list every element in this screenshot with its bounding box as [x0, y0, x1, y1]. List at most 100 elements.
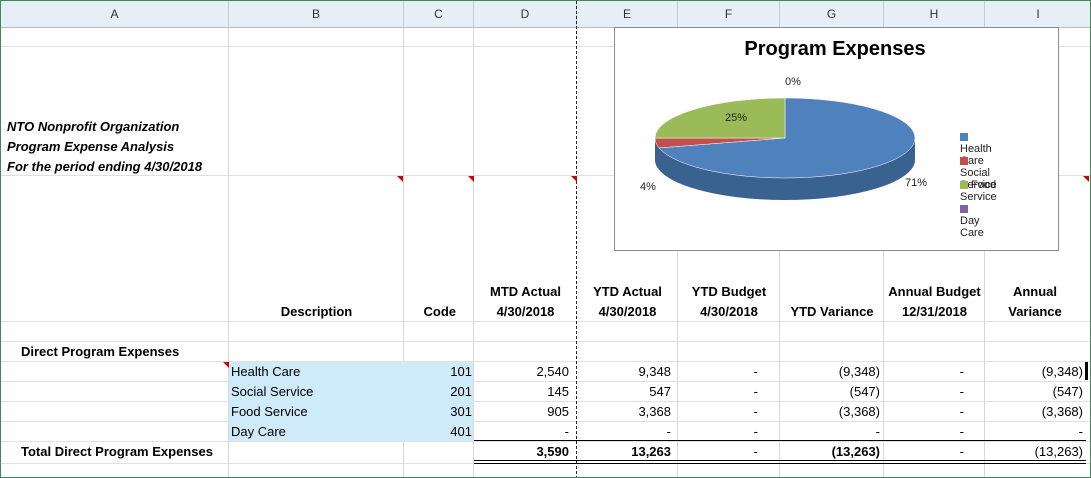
pie-slice-health-care[interactable] [658, 97, 916, 179]
row-description[interactable]: Food Service [231, 404, 308, 419]
column-header-h[interactable]: H [884, 1, 985, 27]
total-top-border [474, 440, 1086, 441]
legend-label: Day Care [960, 215, 984, 239]
gridline [1, 361, 1090, 362]
row-annual-variance[interactable]: (9,348) [1041, 364, 1083, 379]
total-double-underline [474, 463, 1086, 464]
column-header-g[interactable]: G [780, 1, 884, 27]
header-mtd-actual-date[interactable]: 4/30/2018 [496, 304, 555, 319]
gridline [883, 28, 884, 477]
row-code[interactable]: 401 [450, 424, 472, 439]
row-variance[interactable]: - [875, 424, 880, 439]
header-annual-variance-2[interactable]: Variance [1008, 304, 1062, 319]
report-title-period[interactable]: For the period ending 4/30/2018 [7, 159, 203, 174]
gridline [984, 28, 985, 477]
total-mtd[interactable]: 3,590 [536, 444, 569, 459]
header-ytd-actual[interactable]: YTD Actual [593, 284, 662, 299]
comment-indicator[interactable] [397, 176, 403, 182]
row-variance[interactable]: (547) [849, 384, 880, 399]
row-budget[interactable]: - [753, 404, 758, 419]
row-annual-budget[interactable]: - [959, 404, 964, 419]
row-description[interactable]: Day Care [231, 424, 286, 439]
row-budget[interactable]: - [753, 384, 758, 399]
row-mtd[interactable]: 905 [547, 404, 569, 419]
pie-svg: 71% 4% 25% 0% [640, 76, 927, 200]
column-header-i[interactable]: I [985, 1, 1090, 27]
section-direct-program-expenses[interactable]: Direct Program Expenses [21, 344, 180, 359]
column-header-f[interactable]: F [678, 1, 780, 27]
pie-data-label: 71% [905, 177, 927, 189]
column-header-d[interactable]: D [474, 1, 577, 27]
header-annual-variance[interactable]: Annual [1012, 284, 1058, 299]
comment-indicator[interactable] [223, 362, 229, 368]
header-ytd-variance[interactable]: YTD Variance [790, 304, 874, 319]
row-mtd[interactable]: 2,540 [536, 364, 569, 379]
header-ytd-actual-date[interactable]: 4/30/2018 [598, 304, 657, 319]
row-budget[interactable]: - [753, 424, 758, 439]
header-description[interactable]: Description [280, 304, 353, 319]
gridline [228, 28, 229, 477]
gridline [1, 46, 1090, 47]
row-annual-variance[interactable]: - [1078, 424, 1083, 439]
legend-item: Social Service [960, 155, 997, 191]
gridline [1, 341, 1090, 342]
active-cell-indicator [1085, 362, 1088, 380]
comment-indicator[interactable] [571, 176, 577, 182]
row-code[interactable]: 101 [450, 364, 472, 379]
header-annual-budget-date[interactable]: 12/31/2018 [901, 304, 968, 319]
gridline [1, 401, 1090, 402]
row-variance[interactable]: (9,348) [838, 364, 880, 379]
row-mtd[interactable]: - [564, 424, 569, 439]
gridline [677, 28, 678, 477]
gridline [473, 28, 474, 477]
total-annual-budget[interactable]: - [959, 444, 964, 459]
row-variance[interactable]: (3,368) [838, 404, 880, 419]
row-budget[interactable]: - [753, 364, 758, 379]
row-annual-variance[interactable]: (547) [1052, 384, 1083, 399]
row-annual-budget[interactable]: - [959, 424, 964, 439]
pie-data-label: 4% [640, 181, 656, 193]
comment-indicator[interactable] [1083, 176, 1089, 182]
header-annual-budget[interactable]: Annual Budget [888, 284, 981, 299]
pie-chart[interactable]: Program Expenses 71% 4% 25% 0% Health Care S… [614, 27, 1059, 251]
legend-swatch [960, 205, 968, 214]
total-double-underline [474, 460, 1086, 461]
report-title-analysis[interactable]: Program Expense Analysis [7, 139, 175, 154]
row-code[interactable]: 301 [450, 404, 472, 419]
legend-label: Social Service [960, 167, 997, 191]
header-code[interactable]: Code [423, 304, 457, 319]
row-ytd[interactable]: 3,368 [638, 404, 671, 419]
row-description[interactable]: Health Care [231, 364, 301, 379]
pie-slice-food-service[interactable] [654, 97, 786, 139]
report-title-org[interactable]: NTO Nonprofit Organization [7, 119, 180, 134]
row-annual-variance[interactable]: (3,368) [1041, 404, 1083, 419]
total-budget[interactable]: - [753, 444, 758, 459]
row-annual-budget[interactable]: - [959, 384, 964, 399]
total-annual-variance[interactable]: (13,263) [1034, 444, 1083, 459]
row-ytd[interactable]: 547 [649, 384, 671, 399]
column-header-b[interactable]: B [229, 1, 404, 27]
legend-swatch [960, 133, 968, 142]
comment-indicator[interactable] [468, 176, 474, 182]
total-ytd[interactable]: 13,263 [631, 444, 671, 459]
column-header-c[interactable]: C [404, 1, 474, 27]
row-mtd[interactable]: 145 [547, 384, 569, 399]
legend-item: Food Service [960, 179, 997, 203]
column-header-e[interactable]: E [577, 1, 678, 27]
row-code[interactable]: 201 [450, 384, 472, 399]
legend-label: Food Service [960, 179, 997, 203]
total-label[interactable]: Total Direct Program Expenses [21, 444, 213, 459]
gridline [1, 321, 1090, 322]
row-ytd[interactable]: 9,348 [638, 364, 671, 379]
row-ytd[interactable]: - [666, 424, 671, 439]
gridline [1, 421, 1090, 422]
header-mtd-actual[interactable]: MTD Actual [489, 284, 562, 299]
total-variance[interactable]: (13,263) [831, 444, 880, 459]
row-description[interactable]: Social Service [231, 384, 314, 399]
column-header-a[interactable]: A [1, 1, 229, 27]
pie-data-label: 25% [725, 112, 747, 124]
header-ytd-budget-date[interactable]: 4/30/2018 [700, 304, 758, 319]
header-ytd-budget[interactable]: YTD Budget [691, 284, 767, 299]
row-annual-budget[interactable]: - [959, 364, 964, 379]
input-fill-region [229, 362, 473, 441]
